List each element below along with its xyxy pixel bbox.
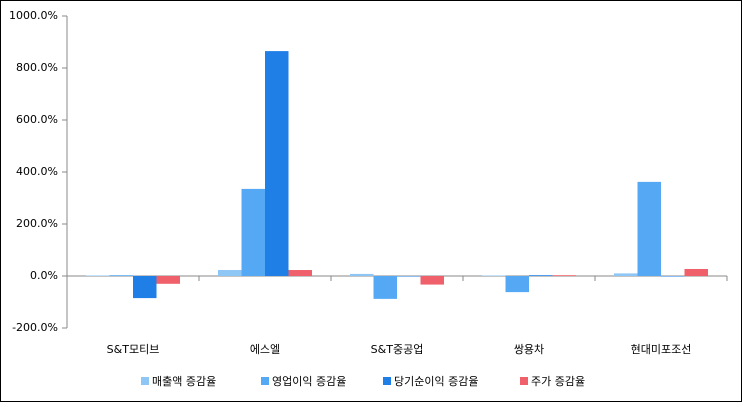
x-tick-label: S&T모티브 <box>107 343 160 356</box>
legend-label: 매출액 증감율 <box>152 375 216 388</box>
bar <box>637 181 661 276</box>
legend-swatch <box>141 377 149 385</box>
legend-label: 영업이익 증감율 <box>272 375 346 388</box>
y-tick-label: 0.0% <box>30 269 58 282</box>
legend-swatch <box>383 377 391 385</box>
y-tick-label: 200.0% <box>16 217 58 230</box>
bar <box>614 273 638 276</box>
bar <box>397 276 421 277</box>
y-tick-label: 400.0% <box>16 165 58 178</box>
legend-swatch <box>520 377 528 385</box>
bar <box>373 276 397 299</box>
legend-label: 당기순이익 증감율 <box>394 375 478 388</box>
bar <box>505 276 529 293</box>
y-tick-label: 800.0% <box>16 61 58 74</box>
bar <box>265 51 289 276</box>
bar <box>684 268 708 276</box>
bar <box>661 276 685 277</box>
bar <box>529 275 553 276</box>
y-tick-label: -200.0% <box>12 321 58 334</box>
bar <box>218 270 242 276</box>
bar <box>156 276 180 284</box>
bar <box>552 275 576 276</box>
x-tick-label: 현대미포조선 <box>631 343 692 356</box>
y-tick-label: 600.0% <box>16 113 58 126</box>
legend-swatch <box>261 377 269 385</box>
x-tick-label: S&T중공업 <box>371 343 424 356</box>
bar <box>109 275 133 276</box>
legend-label: 주가 증감율 <box>531 375 585 388</box>
bar <box>86 275 110 276</box>
x-tick-label: 에스엘 <box>250 343 280 356</box>
bar <box>420 276 444 285</box>
bar <box>241 188 265 276</box>
x-tick-label: 쌍용차 <box>514 343 544 356</box>
bar <box>288 270 312 276</box>
bar <box>350 273 374 276</box>
bar <box>133 276 157 299</box>
y-tick-label: 1000.0% <box>9 9 58 22</box>
bar <box>482 275 506 276</box>
